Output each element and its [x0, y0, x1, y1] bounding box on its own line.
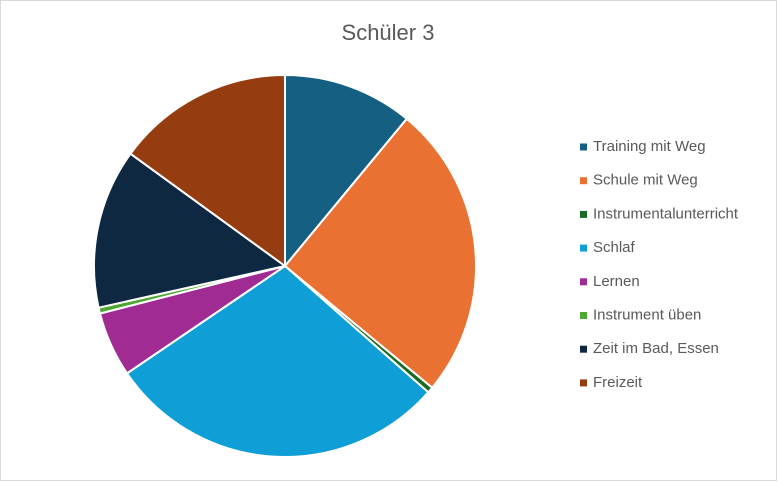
legend-swatch: [580, 278, 587, 286]
legend-swatch: [580, 177, 587, 185]
legend-swatch: [580, 345, 587, 353]
legend-swatch: [580, 312, 587, 319]
legend-label: Freizeit: [593, 374, 643, 391]
legend-label: Instrument üben: [593, 306, 701, 323]
legend-label: Lernen: [593, 273, 640, 290]
pie-slice: [283, 117, 477, 390]
legend-swatch: [580, 244, 587, 252]
legend-label: Training mit Weg: [593, 138, 706, 155]
legend-swatch: [580, 210, 587, 218]
legend-label: Instrumentalunterricht: [593, 205, 739, 222]
legend-label: Schlaf: [593, 239, 636, 256]
chart-title: Schüler 3: [342, 20, 435, 45]
pie-slice: [93, 152, 288, 309]
pie-slice: [125, 264, 430, 458]
pie-slice: [129, 73, 286, 268]
pie-slice: [284, 73, 409, 269]
legend-swatch: [580, 143, 587, 151]
legend-label: Schule mit Weg: [593, 172, 698, 189]
legend-label: Zeit im Bad, Essen: [593, 340, 719, 357]
legend-swatch: [580, 379, 587, 387]
